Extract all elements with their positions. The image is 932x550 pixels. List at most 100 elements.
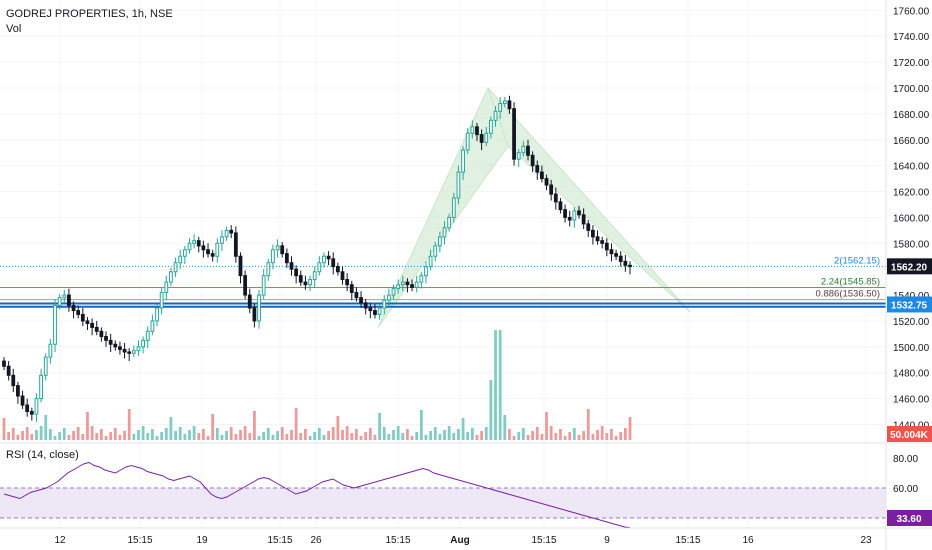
level-label: 0.886(1536.50) xyxy=(816,289,880,300)
volume-bar xyxy=(419,410,423,440)
candle-body xyxy=(122,348,127,353)
volume-bar xyxy=(109,432,113,440)
volume-bar xyxy=(498,330,502,440)
y-tick-label: 1740.00 xyxy=(893,32,930,43)
volume-bar xyxy=(443,430,446,440)
chart-title: GODREJ PROPERTIES, 1h, NSE xyxy=(6,8,173,20)
candle-body xyxy=(238,255,243,277)
volume-bar xyxy=(123,431,126,440)
volume-bar xyxy=(206,436,210,440)
volume-bar xyxy=(35,430,38,440)
volume-label: Vol xyxy=(6,23,22,35)
volume-bar xyxy=(401,433,405,440)
candle-body xyxy=(192,240,197,244)
candle-body xyxy=(516,152,521,160)
price-badge: 1562.20 xyxy=(891,262,928,273)
volume-bar xyxy=(86,412,89,440)
candle-body xyxy=(34,398,39,415)
volume-bar xyxy=(355,429,358,440)
volume-bar xyxy=(155,436,159,440)
volume-bar xyxy=(512,436,516,440)
volume-bar xyxy=(563,436,567,440)
volume-bar xyxy=(535,427,539,440)
candlesticks xyxy=(2,95,632,422)
volume-bar xyxy=(591,434,595,440)
volume-bar xyxy=(582,431,586,440)
volume-bar xyxy=(457,429,460,440)
candle-body xyxy=(118,346,122,350)
candle-body xyxy=(526,145,530,156)
candle-body xyxy=(498,103,503,112)
candle-body xyxy=(178,255,183,264)
volume-bar xyxy=(586,409,590,440)
candle-body xyxy=(507,100,512,110)
volume-bar xyxy=(271,435,275,440)
candle-body xyxy=(99,330,104,337)
candle-body xyxy=(382,299,387,309)
y-tick-label: 1460.00 xyxy=(893,395,930,406)
y-tick-label: 1580.00 xyxy=(893,239,930,250)
candle-body xyxy=(567,216,572,221)
candle-body xyxy=(210,253,215,257)
candle-body xyxy=(271,249,275,264)
volume-bar xyxy=(605,433,609,440)
candle-body xyxy=(233,232,238,257)
volume-bar xyxy=(81,434,85,440)
volume-bar xyxy=(90,426,94,440)
volume-bar xyxy=(619,432,623,440)
volume-bar xyxy=(113,428,117,440)
candle-body xyxy=(206,249,210,255)
volume-bars xyxy=(2,330,632,440)
volume-bar xyxy=(127,409,131,440)
volume-bar xyxy=(600,426,604,440)
price-badge-bg xyxy=(887,258,932,275)
candle-body xyxy=(159,291,164,309)
candle-body xyxy=(628,264,632,268)
volume-bar xyxy=(336,416,340,440)
level-label: 2(1562.15) xyxy=(834,255,880,266)
volume-bar xyxy=(30,434,34,440)
volume-bar xyxy=(76,427,80,440)
volume-bar xyxy=(387,434,391,440)
volume-bar xyxy=(2,418,6,440)
volume-bar xyxy=(266,428,270,440)
price-badge-bg xyxy=(887,296,932,313)
volume-bar xyxy=(225,431,228,440)
candle-body xyxy=(141,339,146,348)
volume-bar xyxy=(540,434,544,440)
candle-body xyxy=(363,302,368,309)
volume-bar xyxy=(350,433,354,440)
volume-bar xyxy=(628,417,632,440)
candle-body xyxy=(428,255,433,268)
rsi-label: RSI (14, close) xyxy=(6,449,79,461)
rsi-pane xyxy=(0,461,886,529)
candle-body xyxy=(94,326,99,332)
y-tick-label: 1500.00 xyxy=(893,343,930,354)
volume-bar xyxy=(424,435,428,440)
volume-bar xyxy=(433,427,437,440)
volume-bar xyxy=(415,432,419,440)
y-tick-label: 1700.00 xyxy=(893,84,930,95)
volume-bar xyxy=(313,432,317,440)
volume-bar xyxy=(243,426,247,440)
candle-body xyxy=(224,229,229,238)
candle-body xyxy=(581,214,586,225)
candle-body xyxy=(373,310,377,315)
volume-bar xyxy=(517,432,521,440)
candle-body xyxy=(377,307,382,315)
candle-body xyxy=(424,266,428,277)
volume-bar xyxy=(554,433,558,440)
volume-bar xyxy=(327,431,330,440)
candle-body xyxy=(252,307,257,322)
volume-bar xyxy=(447,426,451,440)
rsi-badge: 33.60 xyxy=(896,514,921,525)
candle-body xyxy=(544,178,549,186)
candle-body xyxy=(187,242,192,251)
volume-bar xyxy=(489,380,493,440)
volume-bar xyxy=(280,427,284,440)
rsi-tick-label: 60.00 xyxy=(893,484,918,495)
candle-body xyxy=(80,313,85,322)
volume-bar xyxy=(178,427,182,440)
x-tick-label: 19 xyxy=(196,535,208,546)
